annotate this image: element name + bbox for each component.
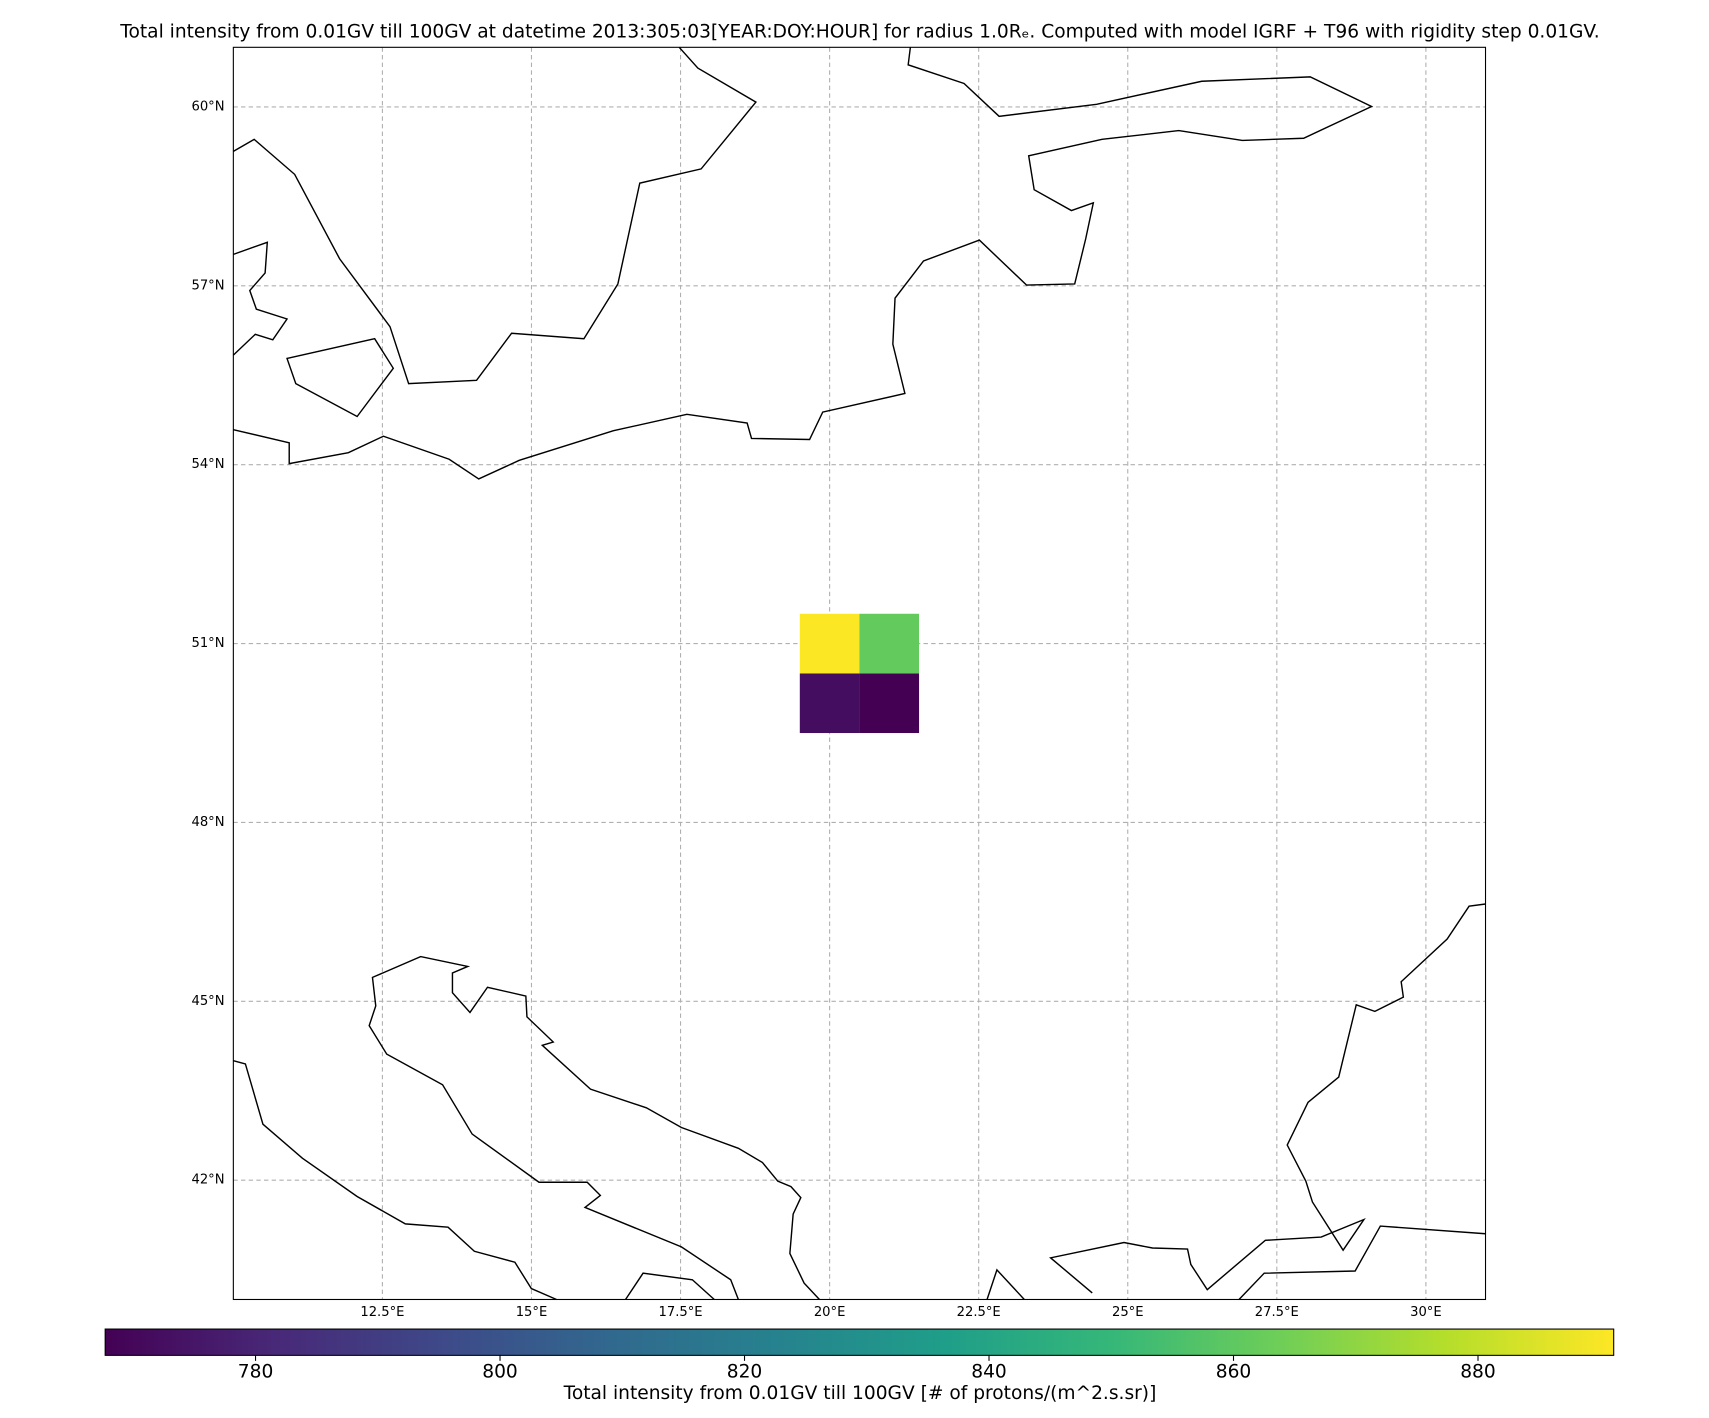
coastline [368, 955, 820, 1300]
colorbar-label: Total intensity from 0.01GV till 100GV [… [563, 1383, 1157, 1404]
y-tick-label: 51°N [191, 636, 224, 651]
colorbar-tick-label: 800 [482, 1361, 518, 1382]
coastline [1238, 1225, 1486, 1300]
heatmap-cell [859, 613, 920, 674]
coastline [624, 1272, 715, 1301]
colorbar-tick-label: 780 [238, 1361, 274, 1382]
coastline [986, 1268, 1025, 1300]
heatmap-cell [799, 613, 860, 674]
chart-title: Total intensity from 0.01GV till 100GV a… [119, 21, 1599, 42]
x-tick-label: 30°E [1410, 1305, 1442, 1320]
grid [233, 47, 1486, 1300]
map-frame [232, 46, 1487, 1301]
coastline [233, 47, 1374, 480]
ticks: 12.5°E 15°E 17.5°E 20°E 22.5°E 25°E 27.5°E 30°E… [191, 99, 1441, 1320]
heatmap-cells [799, 613, 920, 734]
y-tick-label: 57°N [191, 278, 224, 293]
heatmap-cell [859, 673, 920, 734]
colorbar-ticks: 780 800 820 840 860 880 [238, 1355, 1496, 1382]
x-tick-label: 12.5°E [360, 1305, 404, 1320]
x-tick-label: 22.5°E [957, 1305, 1001, 1320]
coastline [232, 241, 289, 356]
colorbar-tick-label: 840 [971, 1361, 1007, 1382]
x-tick-label: 17.5°E [659, 1305, 703, 1320]
x-tick-label: 15°E [516, 1305, 548, 1320]
coastline [286, 337, 395, 418]
coastline [233, 1059, 557, 1301]
x-tick-label: 25°E [1112, 1305, 1144, 1320]
colorbar-tick-label: 860 [1216, 1361, 1252, 1382]
coastline [1049, 903, 1486, 1294]
colorbar-tick-label: 820 [727, 1361, 763, 1382]
heatmap-cell [799, 673, 860, 734]
x-tick-label: 27.5°E [1255, 1305, 1299, 1320]
y-tick-label: 54°N [191, 457, 224, 472]
coastline [232, 46, 757, 385]
y-tick-label: 48°N [191, 815, 224, 830]
y-tick-label: 60°N [191, 99, 224, 114]
colorbar-tick-label: 880 [1460, 1361, 1496, 1382]
y-tick-label: 45°N [191, 994, 224, 1009]
colorbar [104, 1328, 1615, 1356]
coastlines [232, 46, 1486, 1301]
x-tick-label: 20°E [814, 1305, 846, 1320]
y-tick-label: 42°N [191, 1173, 224, 1188]
